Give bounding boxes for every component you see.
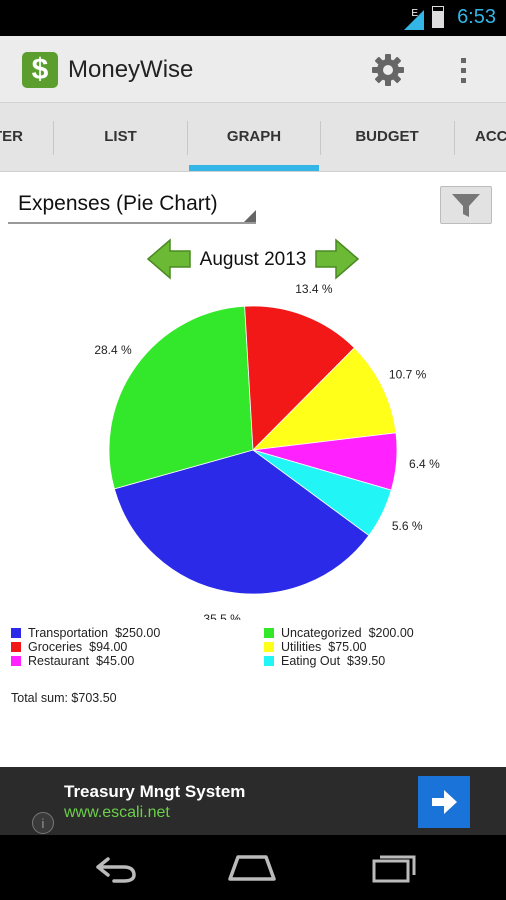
- info-icon[interactable]: i: [32, 812, 54, 834]
- arrow-right-icon: [432, 790, 457, 814]
- gear-icon[interactable]: [370, 52, 406, 88]
- legend-amount: $200.00: [368, 626, 414, 640]
- signal-icon: [404, 10, 424, 30]
- pie-label-groceries: 13.4 %: [295, 282, 333, 296]
- recents-icon[interactable]: [364, 849, 424, 885]
- tab-accounts[interactable]: ACC: [475, 128, 506, 145]
- filter-button[interactable]: [440, 186, 492, 224]
- arrow-left-icon[interactable]: [146, 236, 192, 282]
- legend-amount: $45.00: [96, 654, 135, 668]
- tab-graph[interactable]: GRAPH: [226, 128, 282, 145]
- pie-label-utilities: 10.7 %: [389, 368, 427, 382]
- legend-item-restaurant: Restaurant $45.00: [11, 654, 134, 668]
- legend-swatch: [264, 642, 274, 652]
- legend-amount: $39.50: [347, 654, 386, 668]
- tab-divider: [187, 121, 188, 155]
- legend-category: Transportation: [28, 626, 109, 640]
- tab-filter[interactable]: TER: [0, 128, 23, 145]
- legend-amount: $250.00: [115, 626, 161, 640]
- pie-slice-transportation: [113, 449, 370, 595]
- arrow-right-icon[interactable]: [314, 236, 360, 282]
- legend-swatch: [264, 628, 274, 638]
- tab-divider: [53, 121, 54, 155]
- legend-swatch: [11, 628, 21, 638]
- pie-chart: 35.5 % 28.4 % 13.4 % 10.7 % 6.4 % 5.6 %: [94, 282, 440, 620]
- tab-list[interactable]: LIST: [104, 128, 137, 145]
- legend-category: Eating Out: [281, 654, 341, 668]
- chart-type-dropdown[interactable]: Expenses (Pie Chart): [8, 186, 256, 224]
- legend-item-transportation: Transportation $250.00: [11, 626, 160, 640]
- legend-category: Uncategorized: [281, 626, 362, 640]
- legend-category: Groceries: [28, 640, 83, 654]
- overflow-menu-icon[interactable]: [458, 56, 468, 86]
- ad-open-button[interactable]: [418, 776, 470, 828]
- legend-swatch: [264, 656, 274, 666]
- pie-slice-eating-out: [252, 449, 392, 537]
- app-title: MoneyWise: [68, 56, 194, 83]
- legend-item-uncategorized: Uncategorized $200.00: [264, 626, 414, 640]
- status-bar: E 6:53: [0, 0, 506, 36]
- tab-divider: [320, 121, 321, 155]
- legend-category: Utilities: [281, 640, 322, 654]
- filter-icon: [452, 194, 480, 217]
- home-icon[interactable]: [222, 849, 282, 885]
- tab-bar: TER LIST GRAPH BUDGET ACC: [0, 103, 506, 172]
- chart-type-value: Expenses (Pie Chart): [18, 192, 218, 215]
- pie-label-eating-out: 5.6 %: [392, 519, 423, 533]
- legend-item-utilities: Utilities $75.00: [264, 640, 366, 654]
- back-icon[interactable]: [84, 849, 144, 885]
- battery-icon: [432, 6, 444, 28]
- ad-title[interactable]: Treasury Mngt System: [64, 782, 246, 801]
- chart-legend: Transportation $250.00 Uncategorized $20…: [0, 626, 506, 686]
- pie-slice-utilities: [251, 347, 397, 451]
- pie-label-restaurant: 6.4 %: [409, 457, 440, 471]
- ad-url[interactable]: www.escali.net: [64, 804, 170, 821]
- pie-label-uncategorized: 28.4 %: [94, 343, 132, 357]
- legend-swatch: [11, 656, 21, 666]
- pie-slice-groceries: [244, 305, 355, 451]
- legend-amount: $75.00: [328, 640, 367, 654]
- month-label: August 2013: [199, 249, 307, 270]
- action-bar: $ MoneyWise: [0, 36, 506, 103]
- system-nav-bar: [0, 835, 506, 900]
- legend-amount: $94.00: [89, 640, 128, 654]
- pie-slice-uncategorized: [108, 305, 254, 490]
- legend-category: Restaurant: [28, 654, 90, 668]
- app-logo-icon: $: [22, 52, 58, 88]
- total-sum: Total sum: $703.50: [11, 691, 117, 705]
- legend-item-groceries: Groceries $94.00: [11, 640, 127, 654]
- network-type: E: [411, 8, 418, 19]
- pie-label-transportation: 35.5 %: [203, 612, 241, 620]
- month-navigation: August 2013: [0, 236, 506, 286]
- ad-banner[interactable]: i Treasury Mngt System www.escali.net: [0, 767, 506, 835]
- dropdown-triangle-icon: [244, 210, 256, 222]
- status-time: 6:53: [457, 6, 496, 28]
- selected-tab-indicator: [189, 165, 319, 171]
- legend-swatch: [11, 642, 21, 652]
- tab-divider: [454, 121, 455, 155]
- tab-budget[interactable]: BUDGET: [355, 128, 419, 145]
- legend-item-eating-out: Eating Out $39.50: [264, 654, 385, 668]
